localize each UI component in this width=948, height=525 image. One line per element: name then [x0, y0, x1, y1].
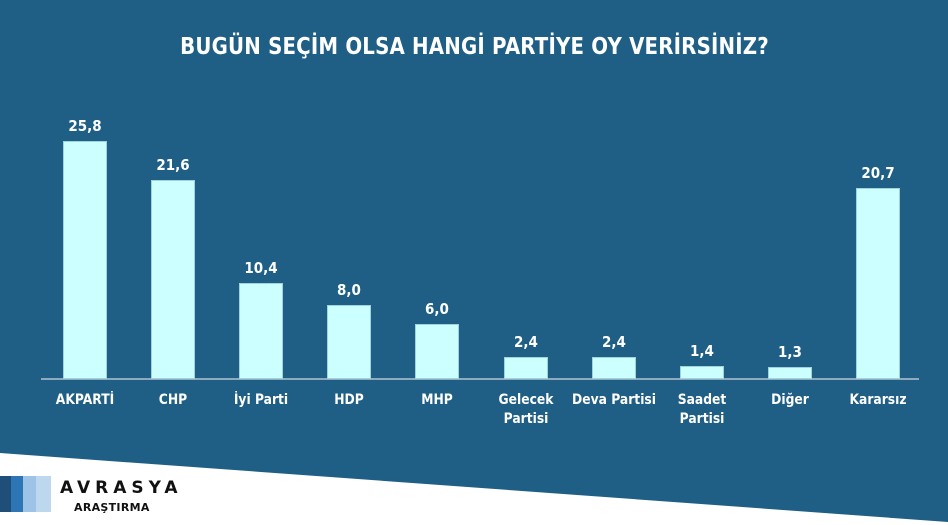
x-axis-line [41, 378, 919, 380]
x-tick-label: Kararsız [849, 392, 907, 408]
chart-title: BUGÜN SEÇİM OLSA HANGİ PARTİYE OY VERİRS… [180, 34, 769, 60]
x-tick-label: AKPARTİ [55, 392, 115, 408]
x-tick-label: Diğer [770, 392, 809, 408]
data-label: 20,7 [861, 164, 895, 182]
x-tick-label: HDP [334, 392, 365, 408]
bar [855, 188, 900, 379]
data-label: 10,4 [244, 259, 278, 277]
x-tick-label: CHP [158, 392, 188, 408]
logo-stripe [23, 476, 36, 512]
x-tick-label: Deva Partisi [571, 392, 656, 408]
x-tick-label: MHP [421, 392, 454, 408]
bar [63, 141, 107, 379]
logo-stripe [0, 476, 11, 512]
brand-subtitle: ARAŞTIRMA [74, 501, 150, 514]
bar [415, 324, 460, 379]
x-tick-label: Gelecek Partisi [498, 392, 553, 427]
data-label: 6,0 [425, 300, 450, 318]
x-tick-label: İyi Parti [234, 392, 289, 408]
data-label: 1,4 [689, 342, 714, 360]
data-label: 8,0 [337, 281, 362, 299]
bar [503, 357, 548, 379]
data-label: 21,6 [156, 156, 190, 174]
data-label: 2,4 [513, 333, 538, 351]
data-label: 2,4 [601, 333, 626, 351]
bar [679, 366, 724, 379]
brand-logo-icon [0, 476, 51, 512]
logo-stripe [36, 476, 51, 512]
bar [239, 283, 284, 379]
bar [151, 180, 196, 379]
brand-name: AVRASYA [60, 478, 183, 498]
x-tick-label: Saadet Partisi [677, 392, 726, 427]
data-label: 1,3 [777, 343, 802, 361]
bar [767, 367, 812, 379]
bar [327, 305, 372, 379]
data-label: 25,8 [68, 117, 102, 135]
logo-stripe [11, 476, 23, 512]
bar [591, 357, 636, 379]
